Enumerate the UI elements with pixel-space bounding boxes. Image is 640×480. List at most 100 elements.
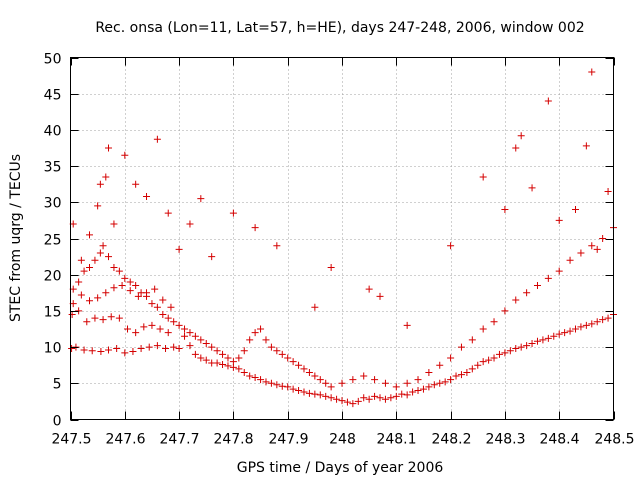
data-point (322, 392, 330, 400)
data-point (599, 235, 607, 242)
x-tick-label: 248.1 (376, 432, 416, 448)
data-point (447, 242, 455, 250)
data-point (121, 349, 129, 357)
x-axis-label: GPS time / Days of year 2006 (237, 460, 444, 476)
data-point (479, 358, 487, 366)
data-point (240, 347, 248, 355)
data-point (392, 383, 400, 391)
data-point (91, 314, 99, 322)
data-point (349, 400, 357, 408)
data-point (80, 346, 88, 354)
data-point (137, 289, 145, 297)
data-point (143, 193, 151, 201)
data-point (528, 184, 536, 192)
data-point (262, 336, 270, 344)
data-point (544, 97, 552, 105)
data-point (495, 350, 503, 358)
data-point (501, 349, 509, 357)
data-point (566, 256, 574, 264)
data-point (94, 202, 102, 210)
data-point (582, 321, 590, 329)
data-point (132, 329, 140, 337)
data-point (517, 343, 525, 351)
data-point (132, 282, 140, 290)
data-point (105, 144, 113, 152)
data-point (523, 342, 531, 350)
data-point (75, 307, 83, 315)
data-point (97, 347, 105, 355)
data-point (105, 253, 113, 261)
chart-title: Rec. onsa (Lon=11, Lat=57, h=HE), days 2… (95, 20, 584, 36)
data-point (68, 311, 76, 319)
data-point (151, 285, 159, 293)
y-tick-label: 5 (53, 377, 62, 393)
data-point (311, 372, 319, 380)
y-tick-label: 15 (44, 305, 62, 321)
data-point (604, 187, 612, 195)
data-point (588, 242, 596, 250)
x-tick-label: 247.5 (51, 432, 91, 448)
data-point (398, 390, 406, 398)
data-point (555, 216, 563, 224)
y-tick-label: 40 (44, 124, 62, 140)
data-point (77, 256, 85, 264)
data-point (338, 379, 346, 387)
data-point (599, 316, 607, 324)
data-point (235, 365, 243, 373)
data-point (512, 144, 520, 152)
data-point (148, 321, 156, 329)
data-point (300, 388, 308, 396)
data-point (257, 325, 265, 333)
data-point (102, 289, 110, 297)
data-point (115, 314, 123, 322)
data-point (457, 343, 465, 351)
data-point (490, 354, 498, 362)
data-point (316, 376, 324, 384)
data-point (468, 336, 476, 344)
data-point (414, 387, 422, 395)
data-point (468, 365, 476, 373)
data-point (140, 323, 148, 331)
data-point (295, 361, 303, 369)
data-point (86, 297, 94, 305)
y-tick-label: 20 (44, 269, 62, 285)
data-point (213, 347, 221, 355)
data-point (289, 385, 297, 393)
data-point (403, 321, 411, 329)
data-point (164, 329, 172, 337)
data-point (156, 325, 164, 333)
data-point (436, 379, 444, 387)
data-point (229, 209, 237, 217)
data-point (419, 385, 427, 393)
data-point (555, 330, 563, 338)
data-point (77, 291, 85, 299)
data-point (126, 287, 134, 295)
data-point (593, 245, 601, 253)
data-point (110, 284, 118, 292)
data-point (197, 336, 205, 344)
data-point (300, 365, 308, 373)
data-point (577, 323, 585, 331)
data-point (202, 356, 210, 364)
data-point (124, 325, 132, 333)
data-point (436, 361, 444, 369)
data-point (121, 151, 129, 159)
data-point (68, 345, 76, 353)
data-point (181, 332, 189, 340)
data-point (129, 347, 137, 355)
data-point (96, 249, 104, 257)
data-point (588, 68, 596, 76)
data-point (96, 180, 104, 188)
y-tick-label: 45 (44, 88, 62, 104)
data-point (571, 325, 579, 333)
data-point (452, 372, 460, 380)
data-point (327, 263, 335, 271)
data-point (262, 378, 270, 386)
x-tick-label: 247.8 (213, 432, 253, 448)
data-point (251, 224, 259, 232)
data-point (371, 376, 379, 384)
data-point (126, 278, 134, 286)
data-point (75, 278, 83, 286)
data-point (164, 314, 172, 322)
x-tick-label: 248 (329, 432, 356, 448)
